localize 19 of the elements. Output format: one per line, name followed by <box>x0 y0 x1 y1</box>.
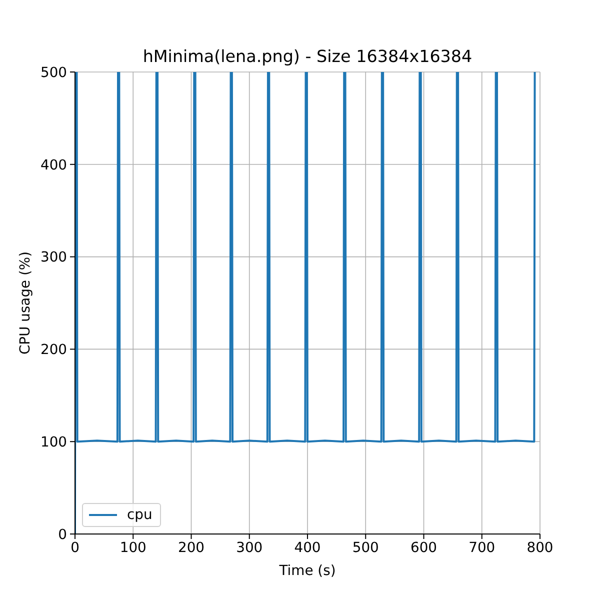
y-tick-label: 400 <box>40 157 67 174</box>
x-tick-label: 500 <box>352 540 379 556</box>
y-tick-label: 200 <box>40 342 67 358</box>
y-tick-label: 300 <box>40 250 67 266</box>
x-tick-label: 800 <box>526 540 554 556</box>
x-tick-label: 100 <box>120 540 146 556</box>
x-tick-label: 400 <box>294 540 321 556</box>
y-tick-label: 500 <box>40 64 67 81</box>
x-axis-title: Time (s) <box>278 562 336 579</box>
y-tick-label: 0 <box>58 526 67 543</box>
chart-title: hMinima(lena.png) - Size 16384x16384 <box>142 46 474 66</box>
y-axis-title: CPU usage (%) <box>17 251 34 355</box>
x-tick-label: 200 <box>178 540 205 556</box>
x-tick-label: 0 <box>70 540 80 556</box>
legend-label: cpu <box>127 507 152 523</box>
x-tick-label: 700 <box>468 540 496 556</box>
x-tick-label: 300 <box>236 540 263 556</box>
x-tick-label: 600 <box>410 540 438 556</box>
y-tick-label: 100 <box>40 434 67 451</box>
